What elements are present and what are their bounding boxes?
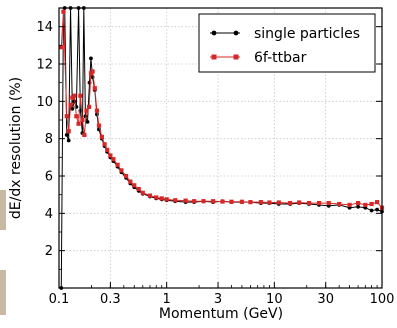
y-axis-title: dE/dx resolution (%) <box>8 77 24 219</box>
data-point-single-particles <box>85 119 90 124</box>
data-point-6f-ttbar <box>72 93 77 98</box>
legend-marker-single-particles <box>211 30 217 36</box>
data-point-6f-ttbar <box>74 114 79 119</box>
data-point-6f-ttbar <box>94 108 100 113</box>
data-point-6f-ttbar <box>102 142 107 147</box>
data-point-6f-ttbar <box>86 104 92 110</box>
y-tick-label: 14 <box>36 20 53 35</box>
plot-frame <box>58 7 383 289</box>
data-point-6f-ttbar <box>105 147 110 152</box>
data-point-6f-ttbar <box>297 200 302 205</box>
data-point-6f-ttbar <box>192 199 197 204</box>
legend-marker-6f-ttbar <box>211 54 217 60</box>
data-point-6f-ttbar <box>306 200 312 206</box>
data-point-6f-ttbar <box>84 108 89 113</box>
data-point-6f-ttbar <box>92 86 97 91</box>
data-point-6f-ttbar <box>96 123 102 128</box>
legend-entry-single-particles: single particles <box>210 26 360 42</box>
data-point-6f-ttbar <box>369 201 374 207</box>
x-tick-label: 1 <box>163 292 171 307</box>
data-point-6f-ttbar <box>90 69 95 74</box>
tick-labels: 0.1 0.3 1 3 10 30 100 2 4 6 8 10 12 14 <box>36 20 394 307</box>
data-point-6f-ttbar <box>201 199 206 204</box>
data-point-6f-ttbar <box>258 200 263 205</box>
data-point-6f-ttbar <box>68 102 73 108</box>
data-point-6f-ttbar <box>59 45 64 50</box>
axis-ticks <box>58 26 383 288</box>
legend-entry-6f-ttbar: 6f-ttbar <box>210 50 307 66</box>
data-point-6f-ttbar <box>154 195 159 200</box>
data-point-6f-ttbar <box>76 121 81 126</box>
data-point-6f-ttbar <box>356 200 361 206</box>
data-point-6f-ttbar <box>337 201 342 207</box>
data-point-6f-ttbar <box>80 117 85 123</box>
left-edge-strip-lower <box>0 270 6 315</box>
data-point-6f-ttbar <box>239 199 245 204</box>
x-tick-label: 30 <box>317 292 334 307</box>
x-tick-label: 0.1 <box>49 292 70 307</box>
data-point-6f-ttbar <box>347 202 352 208</box>
data-point-6f-ttbar <box>267 200 272 205</box>
data-point-6f-ttbar <box>140 190 145 195</box>
data-point-6f-ttbar <box>159 196 164 201</box>
legend-label-6f-ttbar: 6f-ttbar <box>254 50 307 66</box>
data-point-6f-ttbar <box>128 179 133 184</box>
x-tick-label: 100 <box>370 292 395 307</box>
data-point-6f-ttbar <box>164 197 169 202</box>
y-tick-label: 12 <box>36 58 53 73</box>
data-point-6f-ttbar <box>66 129 71 134</box>
data-point-6f-ttbar <box>183 198 188 203</box>
data-point-6f-ttbar <box>374 200 380 205</box>
data-point-6f-ttbar <box>248 200 253 205</box>
data-point-single-particles <box>66 138 71 143</box>
y-tick-label: 4 <box>45 207 53 222</box>
legend-box <box>198 13 376 73</box>
data-point-6f-ttbar <box>276 200 281 205</box>
data-point-single-particles <box>369 208 374 213</box>
data-point-single-particles <box>64 133 69 137</box>
data-point-single-particles <box>89 56 93 61</box>
data-point-6f-ttbar <box>99 134 104 139</box>
data-point-single-particles <box>70 106 75 111</box>
x-tick-label: 0.3 <box>100 292 121 307</box>
data-point-6f-ttbar <box>119 168 124 173</box>
legend-label-single-particles: single particles <box>254 26 360 42</box>
y-tick-label: 6 <box>45 170 53 185</box>
data-point-6f-ttbar <box>132 183 137 188</box>
data-point-6f-ttbar <box>115 162 120 167</box>
data-point-6f-ttbar <box>82 132 87 138</box>
x-tick-label: 3 <box>214 292 222 307</box>
legend-marker-single-particles <box>233 30 239 36</box>
x-axis-title: Momentum (GeV) <box>159 306 283 322</box>
data-point-6f-ttbar <box>124 173 129 179</box>
y-tick-label: 10 <box>36 95 53 110</box>
data-point-6f-ttbar <box>147 193 153 198</box>
data-point-6f-ttbar <box>111 157 116 162</box>
data-point-6f-ttbar <box>61 9 66 14</box>
data-point-6f-ttbar <box>326 200 331 206</box>
data-point-6f-ttbar <box>211 199 216 204</box>
y-tick-label: 2 <box>45 244 53 259</box>
data-point-6f-ttbar <box>78 93 83 98</box>
y-tick-label: 8 <box>45 132 53 147</box>
data-point-6f-ttbar <box>108 153 113 158</box>
data-point-6f-ttbar <box>136 186 141 192</box>
data-point-6f-ttbar <box>220 199 225 204</box>
legend: single particles 6f-ttbar <box>198 13 376 73</box>
data-point-6f-ttbar <box>64 114 69 119</box>
x-tick-label: 10 <box>266 292 283 307</box>
data-point-single-particles <box>356 204 361 209</box>
data-point-6f-ttbar <box>173 198 178 203</box>
data-point-6f-ttbar <box>363 202 368 208</box>
data-point-6f-ttbar <box>316 200 322 206</box>
data-point-single-particles <box>375 207 379 212</box>
data-point-6f-ttbar <box>287 200 293 206</box>
legend-marker-6f-ttbar <box>233 54 239 60</box>
data-point-6f-ttbar <box>229 199 234 204</box>
left-edge-strip-upper <box>0 190 6 230</box>
